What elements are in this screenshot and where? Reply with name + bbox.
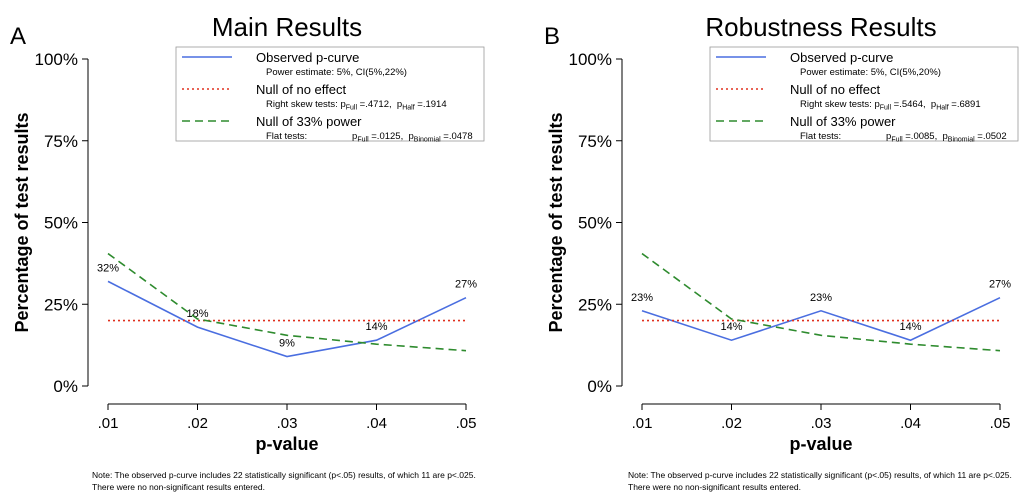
legend-label: Observed p-curve	[256, 50, 359, 65]
y-axis-title: Percentage of test results	[546, 112, 566, 332]
data-label: 23%	[631, 292, 653, 304]
note: There were no non-significant results en…	[628, 482, 801, 492]
legend-label: Null of no effect	[256, 82, 346, 97]
data-label: 14%	[720, 321, 742, 333]
legend-label: Null of 33% power	[256, 114, 362, 129]
legend-note-text: =.0125, p	[369, 131, 414, 142]
legend-note-text: =.0502	[975, 131, 1007, 142]
legend-note: Flat tests: pFull =.0125, pBinomial =.04…	[266, 131, 473, 144]
y-tick-label: 25%	[44, 295, 78, 314]
legend-note: Flat tests: pFull =.0085, pBinomial =.05…	[800, 131, 1007, 144]
x-tick-label: .01	[98, 415, 119, 432]
y-tick-label: 25%	[578, 295, 612, 314]
data-label: 27%	[455, 279, 477, 291]
data-label: 32%	[97, 262, 119, 274]
legend-note-text: Power estimate: 5%, CI(5%,22%)	[266, 67, 407, 78]
x-tick-label: .05	[990, 415, 1011, 432]
legend-box	[175, 46, 485, 142]
y-tick-label: 100%	[569, 50, 612, 69]
data-label: 9%	[279, 338, 295, 350]
x-tick-label: .04	[366, 415, 387, 432]
x-tick-label: .03	[811, 415, 832, 432]
x-axis-title: p-value	[789, 434, 852, 454]
legend-note-text: Right skew tests: p	[266, 99, 346, 110]
x-tick-label: .03	[277, 415, 298, 432]
legend-note-text: =.0478	[441, 131, 473, 142]
data-label: 23%	[810, 292, 832, 304]
legend-note-subscript: Full	[346, 105, 358, 112]
series-line	[641, 252, 1001, 352]
legend-label: Observed p-curve	[790, 50, 893, 65]
note: Note: The observed p-curve includes 22 s…	[628, 470, 1012, 480]
legend-note-text: Flat tests: p	[800, 131, 891, 142]
y-tick-label: 75%	[44, 132, 78, 151]
legend-note-text: =.4712, p	[357, 99, 402, 110]
chart-title: Robustness Results	[705, 12, 936, 42]
legend-note-text: =.0085, p	[903, 131, 948, 142]
data-label: 27%	[989, 279, 1011, 291]
legend-label: Null of 33% power	[790, 114, 896, 129]
y-tick-label: 50%	[578, 214, 612, 233]
x-tick-label: .02	[187, 415, 208, 432]
legend-note: Power estimate: 5%, CI(5%,20%)	[800, 67, 941, 78]
x-tick-label: .01	[632, 415, 653, 432]
legend-note-subscript: Half	[402, 105, 415, 112]
y-tick-label: 75%	[578, 132, 612, 151]
legend-note: Right skew tests: pFull =.4712, pHalf =.…	[266, 99, 447, 112]
legend-label: Null of no effect	[790, 82, 880, 97]
x-tick-label: .05	[456, 415, 477, 432]
y-tick-label: 0%	[53, 377, 78, 396]
series-line	[107, 252, 467, 352]
legend-note: Power estimate: 5%, CI(5%,22%)	[266, 67, 407, 78]
legend-note-subscript: Binomial	[414, 137, 441, 144]
legend-note-subscript: Binomial	[948, 137, 975, 144]
data-label: 14%	[899, 321, 921, 333]
x-tick-label: .02	[721, 415, 742, 432]
y-tick-label: 0%	[587, 377, 612, 396]
y-axis-title: Percentage of test results	[12, 112, 32, 332]
legend-note-subscript: Full	[880, 105, 892, 112]
note: There were no non-significant results en…	[92, 482, 265, 492]
legend-note-text: =.6891	[949, 99, 981, 110]
panel-label: B	[544, 23, 560, 50]
series-line	[641, 296, 1001, 342]
panel-label: A	[10, 23, 26, 50]
x-tick-label: .04	[900, 415, 921, 432]
legend-note-text: =.5464, p	[891, 99, 936, 110]
note: Note: The observed p-curve includes 22 s…	[92, 470, 476, 480]
series-line	[107, 280, 467, 358]
legend-note-text: =.1914	[415, 99, 447, 110]
legend-note-text: Right skew tests: p	[800, 99, 880, 110]
legend-note-subscript: Full	[357, 137, 369, 144]
legend-box	[709, 46, 1019, 142]
y-tick-label: 50%	[44, 214, 78, 233]
legend-note-text: Power estimate: 5%, CI(5%,20%)	[800, 67, 941, 78]
legend-note-subscript: Full	[891, 137, 903, 144]
legend-note-text: Flat tests: p	[266, 131, 357, 142]
data-label: 14%	[365, 321, 387, 333]
legend-note: Right skew tests: pFull =.5464, pHalf =.…	[800, 99, 981, 112]
data-label: 18%	[186, 308, 208, 320]
y-tick-label: 100%	[35, 50, 78, 69]
legend-note-subscript: Half	[936, 105, 949, 112]
x-axis-title: p-value	[255, 434, 318, 454]
chart-title: Main Results	[212, 12, 362, 42]
